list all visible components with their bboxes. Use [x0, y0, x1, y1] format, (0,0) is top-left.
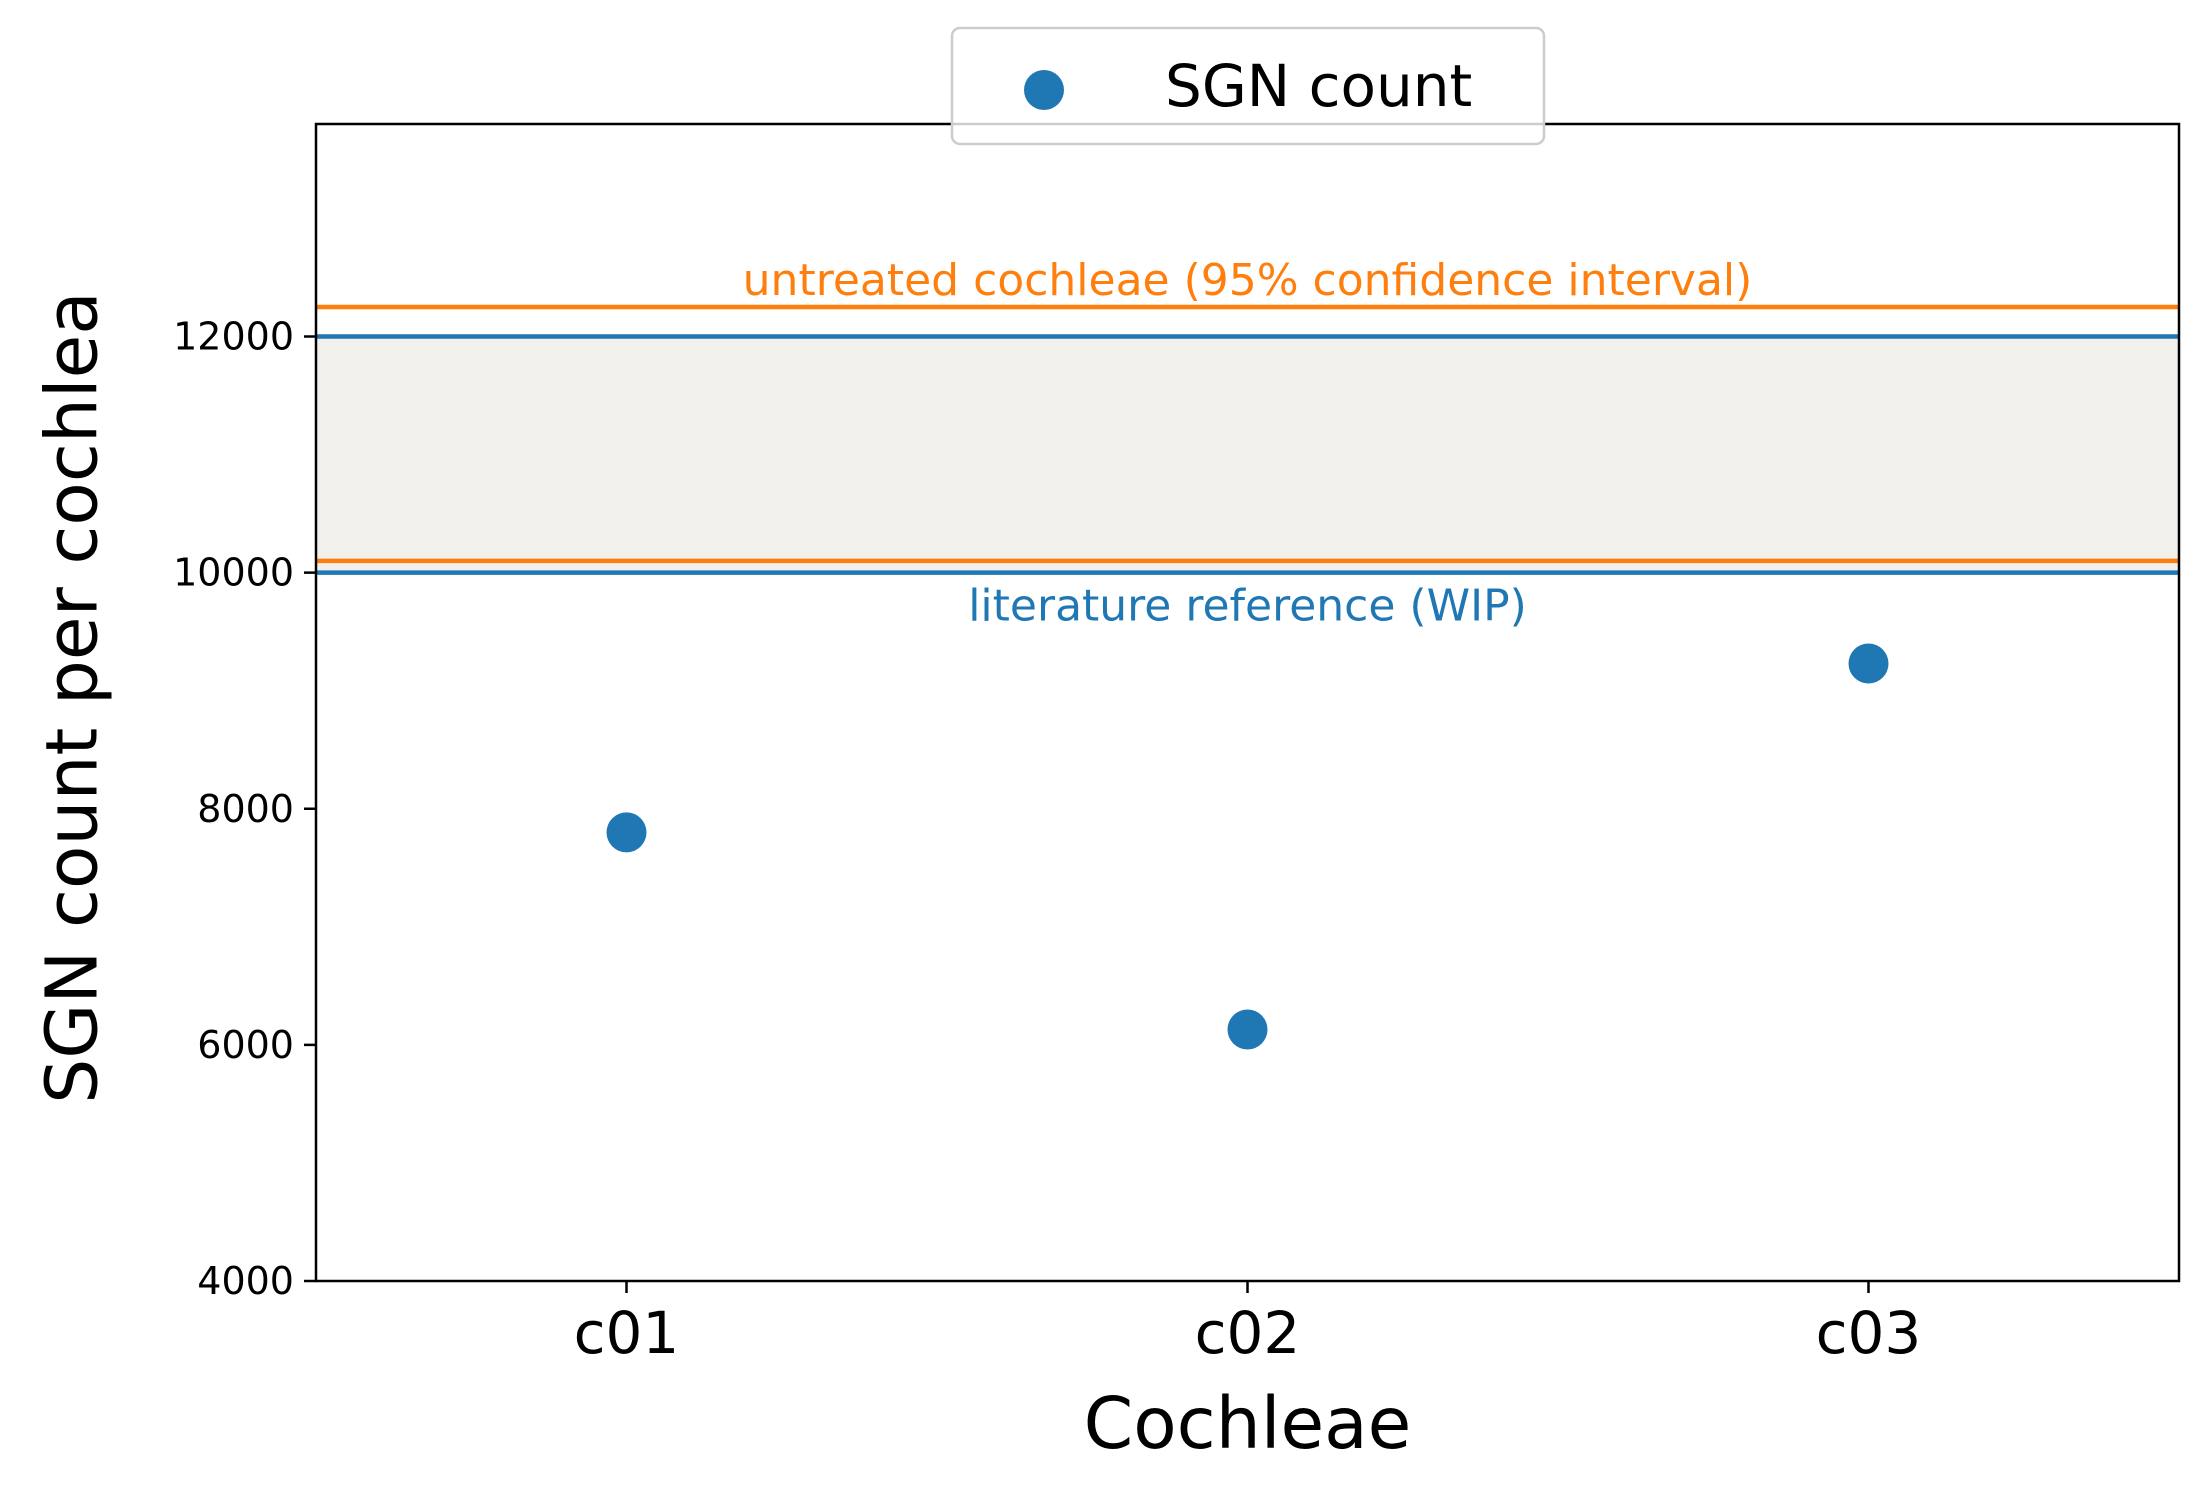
scatter-points: [606, 643, 1889, 1050]
x-tick-label: c01: [574, 1299, 680, 1367]
x-axis-ticks: c01 c02 c03: [574, 1281, 1922, 1367]
y-axis-label: SGN count per cochlea: [31, 291, 114, 1104]
legend-box: [950, 26, 1546, 146]
reference-labels: literature reference (WIP) untreated coch…: [743, 255, 1753, 632]
legend: SGN count: [950, 26, 1546, 146]
y-tick-label: 4000: [197, 1259, 294, 1303]
legend-marker: [1024, 70, 1064, 110]
data-point-c03: [1848, 643, 1889, 684]
y-axis-ticks: 4000 6000 8000 10000 12000: [173, 315, 316, 1303]
data-point-c02: [1227, 1009, 1268, 1050]
reference-label-0: literature reference (WIP): [968, 581, 1527, 632]
legend-label: SGN count: [1165, 52, 1472, 120]
reference-label-1: untreated cochleae (95% confidence inter…: [743, 255, 1753, 306]
y-tick-label: 6000: [197, 1023, 294, 1067]
data-point-c01: [606, 812, 647, 853]
reference-band-fill: [316, 336, 2179, 573]
reference-lines: [316, 304, 2179, 575]
x-tick-label: c02: [1195, 1299, 1301, 1367]
y-tick-label: 10000: [173, 551, 294, 595]
y-tick-label: 12000: [173, 315, 294, 359]
y-tick-label: 8000: [197, 787, 294, 831]
x-axis-label: Cochleae: [1084, 1382, 1412, 1465]
x-tick-label: c03: [1816, 1299, 1922, 1367]
